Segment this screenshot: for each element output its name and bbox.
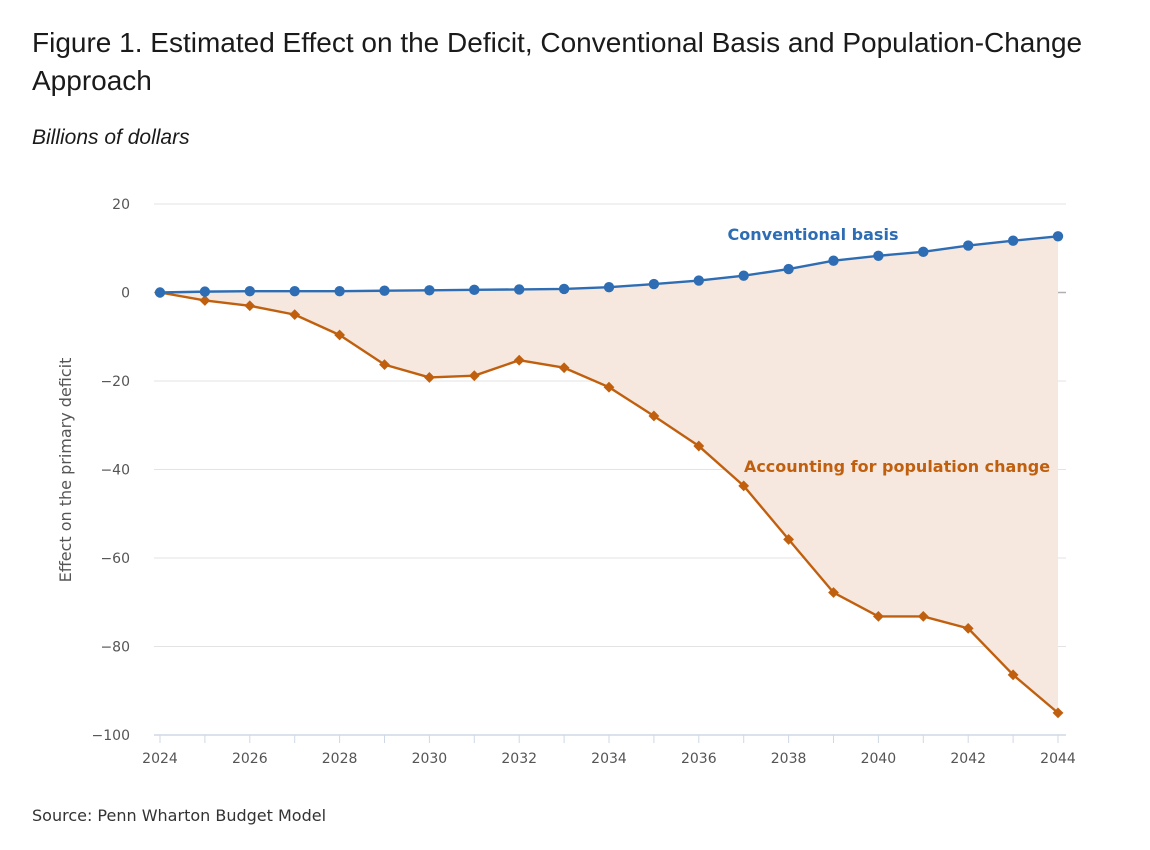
population-series-label: Accounting for population change: [744, 457, 1050, 476]
conventional-data-point[interactable]: [918, 246, 929, 257]
chart-subtitle: Billions of dollars: [32, 126, 190, 149]
y-tick-label: −40: [100, 463, 130, 479]
y-tick-label: −100: [92, 728, 130, 744]
label-layer: Conventional basis Accounting for populat…: [728, 225, 1051, 476]
conventional-data-point[interactable]: [873, 250, 884, 261]
conventional-data-point[interactable]: [469, 284, 480, 296]
axis-layer: 20 0 −20 −40 −60 −80 −100 2024 2026 2028 2030 2032 2…: [56, 197, 1076, 767]
x-tick-label: 2032: [501, 751, 537, 767]
y-tick-label: −20: [100, 374, 130, 390]
y-tick-label: 20: [112, 197, 130, 213]
conventional-data-point[interactable]: [603, 281, 615, 293]
population-data-point[interactable]: [379, 359, 390, 371]
x-tick-label: 2044: [1040, 751, 1076, 767]
x-tick-label: 2038: [771, 751, 807, 767]
population-data-point[interactable]: [648, 410, 660, 422]
fill-layer: [160, 236, 1058, 713]
conventional-data-point[interactable]: [424, 285, 435, 296]
population-data-point[interactable]: [1007, 669, 1019, 681]
population-data-point[interactable]: [917, 611, 929, 622]
conventional-data-point[interactable]: [558, 283, 570, 295]
conventional-data-point[interactable]: [828, 255, 839, 266]
population-data-point[interactable]: [783, 534, 794, 545]
conventional-data-point[interactable]: [1052, 231, 1064, 242]
conventional-data-point[interactable]: [379, 285, 390, 296]
population-data-point[interactable]: [873, 611, 884, 622]
population-data-point[interactable]: [468, 370, 480, 382]
x-tick-label: 2040: [861, 751, 897, 767]
population-data-point[interactable]: [738, 480, 750, 492]
population-data-point[interactable]: [693, 440, 705, 452]
population-data-point[interactable]: [828, 587, 839, 598]
conventional-data-point[interactable]: [289, 285, 300, 297]
x-tick-label: 2036: [681, 751, 717, 767]
y-tick-label: −80: [100, 640, 130, 656]
conventional-data-point[interactable]: [963, 240, 974, 251]
population-data-point[interactable]: [513, 354, 525, 366]
population-data-point[interactable]: [558, 362, 570, 374]
population-data-point[interactable]: [289, 309, 301, 321]
x-tick-label: 2030: [412, 751, 448, 767]
x-tick-label: 2026: [232, 751, 268, 767]
population-data-point[interactable]: [962, 622, 974, 634]
population-data-point[interactable]: [603, 381, 615, 393]
population-data-point[interactable]: [244, 300, 256, 312]
conventional-data-point[interactable]: [154, 287, 166, 298]
conventional-data-point[interactable]: [334, 285, 345, 297]
conventional-data-point[interactable]: [693, 275, 704, 286]
x-tick-label: 2042: [950, 751, 986, 767]
x-tick-label: 2034: [591, 751, 627, 767]
conventional-data-point[interactable]: [648, 278, 660, 290]
shaded-difference-area: [160, 236, 1058, 713]
chart-title: Figure 1. Estimated Effect on the Defici…: [32, 27, 1083, 96]
population-data-point[interactable]: [424, 372, 435, 383]
population-data-point[interactable]: [199, 295, 211, 306]
conventional-data-point[interactable]: [244, 285, 255, 297]
conventional-data-point[interactable]: [783, 263, 794, 275]
y-axis-title: Effect on the primary deficit: [56, 358, 75, 583]
series-layer: [154, 231, 1064, 719]
conventional-data-point[interactable]: [738, 270, 749, 281]
x-tick-label: 2024: [142, 751, 178, 767]
population-data-point[interactable]: [334, 329, 345, 341]
conventional-data-point[interactable]: [1007, 235, 1019, 246]
x-tick-label: 2028: [322, 751, 358, 767]
source-note: Source: Penn Wharton Budget Model: [32, 806, 327, 825]
conventional-data-point[interactable]: [199, 286, 211, 297]
y-tick-label: 0: [121, 286, 130, 302]
population-data-point[interactable]: [1052, 707, 1064, 719]
y-tick-label: −60: [100, 551, 130, 567]
conventional-data-point[interactable]: [514, 284, 525, 295]
conventional-series-label: Conventional basis: [728, 225, 899, 244]
